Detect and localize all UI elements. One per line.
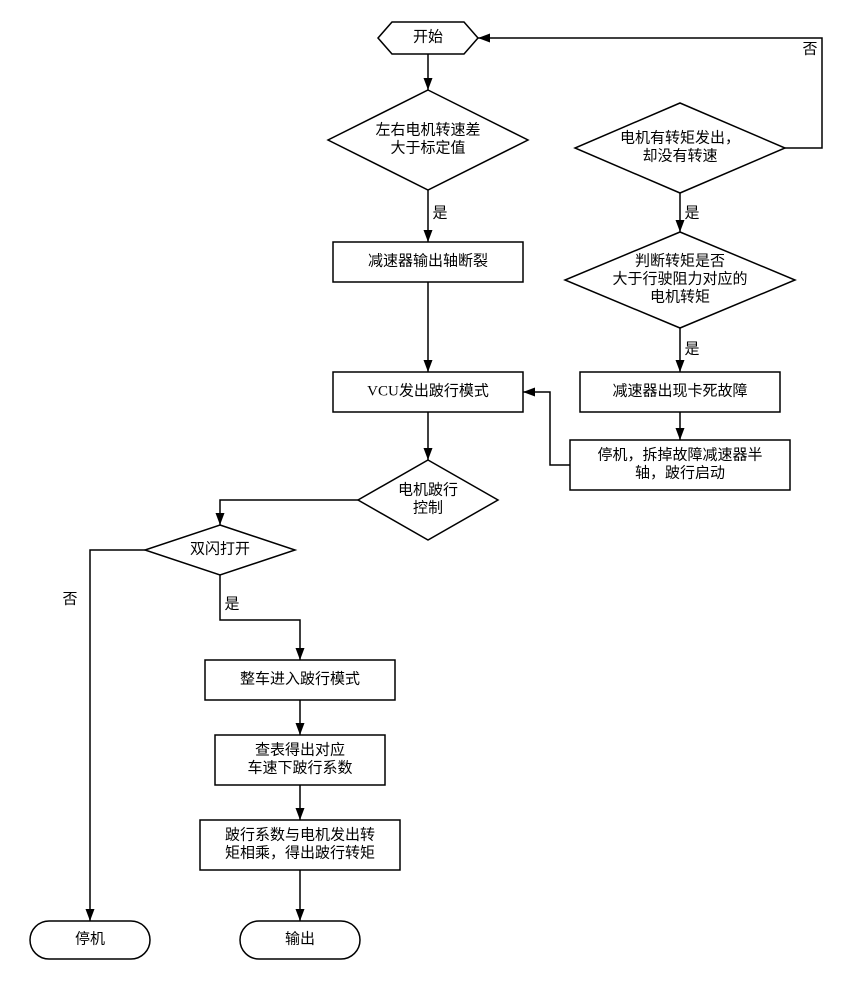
svg-text:开始: 开始 <box>413 28 443 45</box>
svg-text:大于行驶阻力对应的: 大于行驶阻力对应的 <box>612 269 747 287</box>
flowchart-canvas: 开始左右电机转速差大于标定值电机有转矩发出，却没有转速判断转矩是否大于行驶阻力对… <box>0 0 868 1000</box>
svg-text:电机转矩: 电机转矩 <box>650 288 710 305</box>
svg-text:输出: 输出 <box>285 930 315 947</box>
node-r_vcu: VCU发出跛行模式 <box>333 372 523 412</box>
node-r_lookup: 查表得出对应车速下跛行系数 <box>215 735 385 785</box>
svg-text:查表得出对应: 查表得出对应 <box>255 740 345 758</box>
edge-r_stop-r_vcu <box>523 392 570 465</box>
svg-text:双闪打开: 双闪打开 <box>190 540 250 557</box>
edge-label: 否 <box>62 591 77 607</box>
svg-text:VCU发出跛行模式: VCU发出跛行模式 <box>367 382 489 399</box>
edge-d_flash-t_stop <box>90 550 145 921</box>
svg-text:车速下跛行系数: 车速下跛行系数 <box>247 759 352 776</box>
node-d3: 判断转矩是否大于行驶阻力对应的电机转矩 <box>565 232 795 328</box>
svg-text:左右电机转速差: 左右电机转速差 <box>375 121 480 138</box>
node-r_enter: 整车进入跛行模式 <box>205 660 395 700</box>
svg-text:减速器出现卡死故障: 减速器出现卡死故障 <box>612 381 747 399</box>
node-r_stop: 停机，拆掉故障减速器半轴，跛行启动 <box>570 440 790 490</box>
node-start: 开始 <box>378 22 478 54</box>
svg-text:轴，跛行启动: 轴，跛行启动 <box>635 464 725 481</box>
edge-label: 是 <box>684 341 699 357</box>
svg-text:停机: 停机 <box>75 930 105 947</box>
edge-label: 是 <box>432 205 447 221</box>
svg-text:跛行系数与电机发出转: 跛行系数与电机发出转 <box>225 826 375 843</box>
node-t_out: 输出 <box>240 921 360 959</box>
svg-text:减速器输出轴断裂: 减速器输出轴断裂 <box>368 252 488 269</box>
edge-d_ctrl-d_flash <box>220 500 358 525</box>
svg-text:电机有转矩发出，: 电机有转矩发出， <box>620 129 740 146</box>
node-r1: 减速器输出轴断裂 <box>333 242 523 282</box>
svg-text:却没有转速: 却没有转速 <box>642 147 717 164</box>
node-r_mult: 跛行系数与电机发出转矩相乘，得出跛行转矩 <box>200 820 400 870</box>
svg-text:矩相乘，得出跛行转矩: 矩相乘，得出跛行转矩 <box>225 844 375 861</box>
node-d1: 左右电机转速差大于标定值 <box>328 90 528 190</box>
node-r_stuck: 减速器出现卡死故障 <box>580 372 780 412</box>
node-t_stop: 停机 <box>30 921 150 959</box>
svg-text:判断转矩是否: 判断转矩是否 <box>635 252 725 269</box>
svg-text:大于标定值: 大于标定值 <box>390 139 465 156</box>
svg-text:电机跛行: 电机跛行 <box>398 481 458 498</box>
edge-label: 否 <box>802 41 817 57</box>
edge-label: 是 <box>684 205 699 221</box>
node-d_ctrl: 电机跛行控制 <box>358 460 498 540</box>
edge-label: 是 <box>224 596 239 612</box>
svg-text:整车进入跛行模式: 整车进入跛行模式 <box>240 670 360 687</box>
svg-text:停机，拆掉故障减速器半: 停机，拆掉故障减速器半 <box>597 445 762 463</box>
edge-d_flash-r_enter <box>220 575 300 660</box>
node-d_flash: 双闪打开 <box>145 525 295 575</box>
svg-text:控制: 控制 <box>413 499 443 516</box>
node-d2: 电机有转矩发出，却没有转速 <box>575 103 785 193</box>
